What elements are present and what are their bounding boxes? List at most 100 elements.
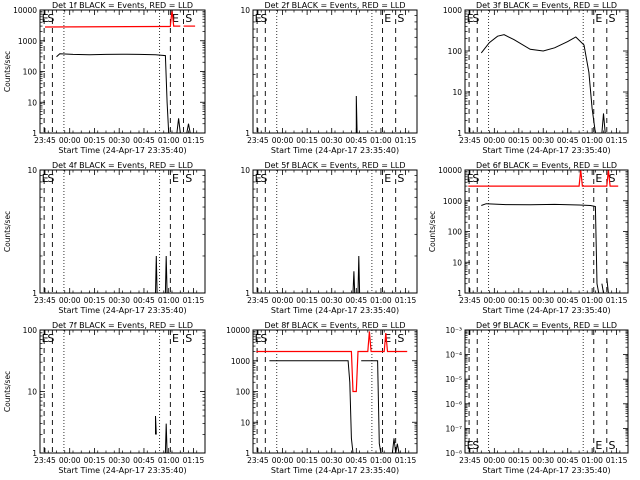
y-tick-label: 100: [448, 47, 463, 56]
x-tick-label: 01:00: [158, 456, 180, 465]
x-tick-label: 00:00: [272, 296, 294, 305]
y-tick-label: 1: [245, 449, 250, 458]
x-tick-label: 00:15: [84, 456, 106, 465]
y-tick-label: 10⁻⁷: [445, 424, 462, 433]
marker-label: S: [185, 12, 192, 25]
panel-title: Det 3f BLACK = Events, RED = LLD: [476, 1, 617, 10]
x-tick-label: 00:30: [532, 296, 554, 305]
marker-label: E: [595, 12, 602, 25]
x-tick-label: 00:45: [557, 296, 579, 305]
x-tick-label: 00:15: [296, 296, 318, 305]
plot-frame: [39, 329, 206, 454]
y-tick-label: 1: [32, 289, 37, 298]
plot-frame: [252, 9, 418, 134]
plot-frame: [464, 169, 629, 294]
panel-title: Det 6f BLACK = Events, RED = LLD: [476, 161, 617, 170]
plot-frame: [464, 329, 629, 454]
y-tick-label: 10⁻³: [445, 326, 462, 335]
x-tick-label: 00:45: [557, 456, 579, 465]
y-tick-label: 10: [240, 418, 250, 427]
marker-label: E: [467, 12, 474, 25]
marker-label: E: [595, 439, 602, 452]
marker-label: S: [47, 172, 54, 185]
marker-label: S: [608, 12, 615, 25]
marker-label: E: [172, 172, 179, 185]
y-tick-label: 1000: [18, 37, 37, 46]
x-tick-label: 00:45: [133, 296, 155, 305]
marker-label: S: [472, 12, 479, 25]
marker-label: S: [260, 172, 267, 185]
y-tick-label: 10: [27, 388, 37, 397]
y-tick-label: 1: [457, 129, 462, 138]
events-series-line: [480, 34, 596, 134]
x-tick-label: 00:00: [272, 136, 294, 145]
y-axis-label: Counts/sec: [3, 51, 12, 92]
x-tick-label: 23:45: [459, 296, 481, 305]
x-tick-label: 00:00: [484, 136, 506, 145]
marker-label: S: [47, 12, 54, 25]
y-axis-label: Counts/sec: [3, 211, 12, 252]
x-tick-label: 23:45: [34, 136, 56, 145]
y-tick-label: 1000: [443, 197, 462, 206]
x-tick-label: 01:15: [395, 456, 417, 465]
marker-label: S: [260, 332, 267, 345]
x-tick-label: 00:30: [321, 136, 343, 145]
x-tick-label: 00:30: [108, 136, 130, 145]
y-tick-label: 10: [452, 88, 462, 97]
marker-label: S: [472, 439, 479, 452]
marker-label: E: [42, 172, 49, 185]
y-tick-label: 10000: [13, 6, 37, 15]
y-tick-label: 100: [23, 68, 38, 77]
x-tick-label: 01:00: [581, 456, 603, 465]
y-tick-label: 1: [245, 289, 250, 298]
x-tick-label: 00:15: [296, 456, 318, 465]
x-tick-label: 00:30: [108, 296, 130, 305]
x-tick-label: 00:30: [532, 456, 554, 465]
panel-title: Det 8f BLACK = Events, RED = LLD: [264, 321, 405, 330]
events-series-line: [56, 53, 170, 134]
x-axis-label: Start Time (24-Apr-17 23:35:40): [58, 306, 186, 315]
y-tick-label: 10000: [438, 166, 462, 175]
x-axis-label: Start Time (24-Apr-17 23:35:40): [482, 466, 610, 475]
x-tick-label: 00:15: [84, 296, 106, 305]
panel-title: Det 7f BLACK = Events, RED = LLD: [52, 321, 193, 330]
x-tick-label: 23:45: [34, 456, 56, 465]
x-tick-label: 00:15: [84, 136, 106, 145]
lld-series-line: [44, 9, 181, 28]
marker-label: E: [42, 332, 49, 345]
marker-label: E: [467, 172, 474, 185]
marker-label: S: [47, 332, 54, 345]
x-tick-label: 00:30: [321, 456, 343, 465]
marker-label: S: [397, 12, 404, 25]
panel-title: Det 4f BLACK = Events, RED = LLD: [52, 161, 193, 170]
x-tick-label: 01:00: [370, 456, 392, 465]
marker-label: S: [260, 12, 267, 25]
y-tick-label: 10: [240, 166, 250, 175]
x-tick-label: 00:00: [484, 456, 506, 465]
panel-title: Det 1f BLACK = Events, RED = LLD: [52, 1, 193, 10]
x-tick-label: 00:00: [272, 456, 294, 465]
plot-frame: [39, 169, 206, 294]
x-tick-label: 23:45: [34, 296, 56, 305]
x-tick-label: 01:00: [370, 296, 392, 305]
y-tick-label: 10: [240, 6, 250, 15]
x-axis-label: Start Time (24-Apr-17 23:35:40): [58, 146, 186, 155]
x-tick-label: 00:45: [346, 136, 368, 145]
x-tick-label: 01:00: [581, 136, 603, 145]
x-tick-label: 01:15: [395, 136, 417, 145]
y-tick-label: 10: [27, 98, 37, 107]
x-tick-label: 01:15: [606, 136, 628, 145]
marker-label: S: [185, 332, 192, 345]
x-tick-label: 00:15: [296, 136, 318, 145]
x-axis-label: Start Time (24-Apr-17 23:35:40): [271, 466, 399, 475]
